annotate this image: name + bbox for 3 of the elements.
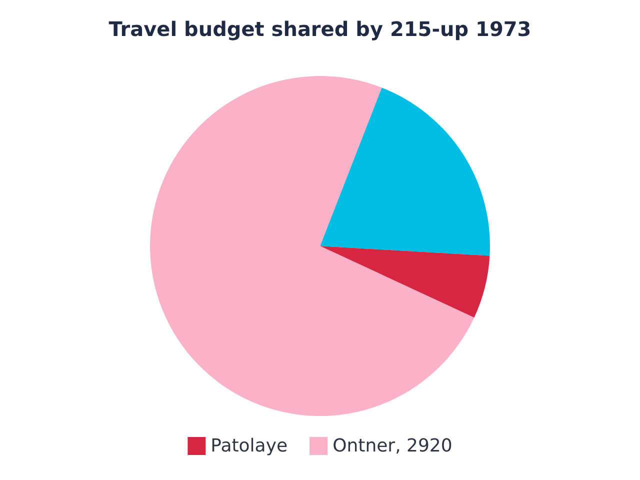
legend-label: Patolaye	[210, 436, 288, 456]
legend-label: Ontner, 2920	[332, 436, 452, 456]
chart-title: Travel budget shared by 215-up 1973	[108, 17, 532, 41]
